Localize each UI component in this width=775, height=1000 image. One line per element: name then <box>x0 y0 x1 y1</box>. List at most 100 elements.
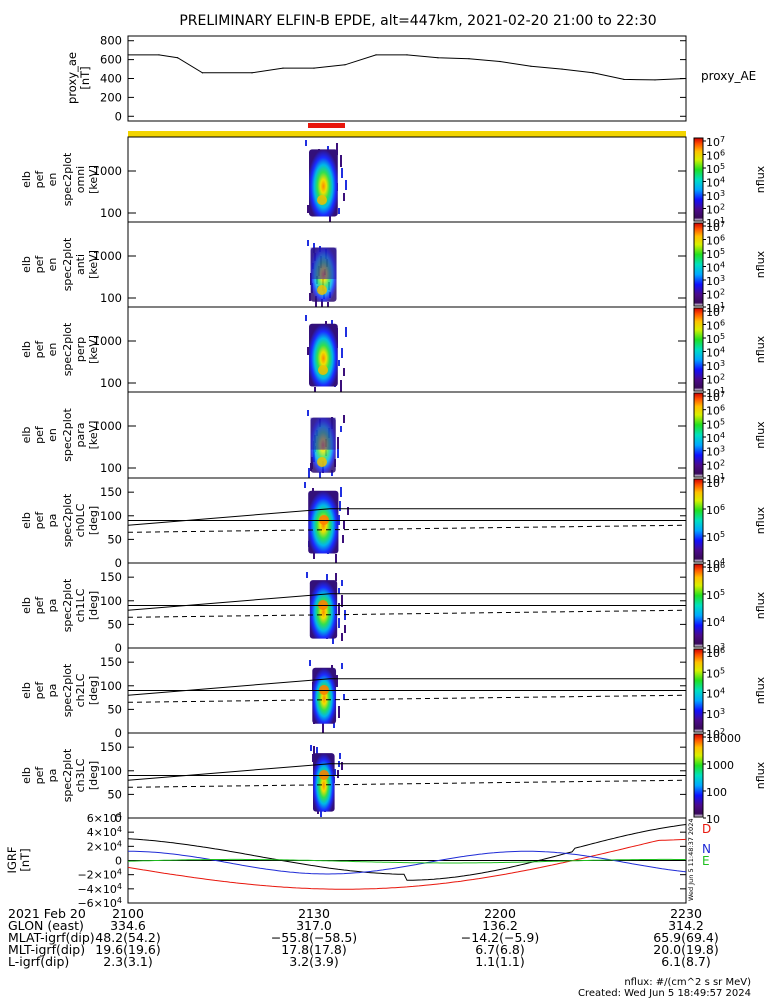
igrf-tick-label: 0 <box>115 855 122 868</box>
colorbar-tick-label: 105 <box>706 588 725 602</box>
spectrogram-flux-region <box>313 753 335 812</box>
spectrogram-faint-region <box>310 417 336 450</box>
spectrogram-peak <box>317 285 327 295</box>
spectrogram-pixel <box>338 208 340 214</box>
colorbar-tick-label: 10 <box>706 813 720 826</box>
spectrogram-pixel <box>345 327 347 337</box>
igrf-tick-label: −4×104 <box>77 882 122 896</box>
spectrogram-pixel <box>338 618 340 628</box>
colorbar-tick-label: 105 <box>706 417 725 431</box>
colorbar: 10000 1000 100 10 nflux <box>693 732 767 826</box>
panel-ylabel-line: spec2plot <box>61 152 74 206</box>
tick-label: 50 <box>107 532 122 546</box>
colorbar-tick-label: 103 <box>706 359 725 373</box>
spectrogram-pixel <box>343 521 345 529</box>
panel-ylabel-line: en <box>46 428 59 442</box>
igrf-legend-d: D <box>702 822 711 836</box>
footer-value: 6.1(8.7) <box>661 954 711 969</box>
footer-date: 2021 Feb 20 <box>8 906 86 921</box>
igrf-legend-n: N <box>702 842 711 856</box>
panel-ylabel-line: elb <box>20 767 33 784</box>
footer-value: 1.1(1.1) <box>475 954 525 969</box>
loss-cone-line <box>127 678 331 696</box>
panel-frame <box>127 391 687 479</box>
footer-row-date: 2021 Feb 20 2100 2130 2200 2230 <box>0 906 775 921</box>
colorbar-label: nflux <box>754 591 767 619</box>
spectrogram-pixel <box>307 240 309 246</box>
spectrogram-peak <box>317 457 327 467</box>
panel-ylabel-line: anti <box>74 254 87 275</box>
colorbar-tick-label: 103 <box>706 189 725 203</box>
colorbar-tick-label: 103 <box>706 274 725 288</box>
panel-ylabel-line: spec2plot <box>61 322 74 376</box>
spectrogram-pixel <box>337 448 339 458</box>
panel-ylabel: elb pef en spec2plot perp [keV] <box>20 322 100 376</box>
tick-label: 100 <box>100 206 122 220</box>
igrf-tick-label: −2×104 <box>77 868 122 882</box>
spectrogram-pixel <box>338 360 340 366</box>
spectrogram-pixel <box>307 347 309 355</box>
panel-ylabel: elb pef en spec2plot omni [keV] <box>20 152 100 206</box>
colorbar-tick-label: 104 <box>706 615 725 629</box>
spectrogram-pixel <box>345 180 347 190</box>
spectrogram-pixel <box>340 487 342 497</box>
colorbar-label: nflux <box>754 165 767 193</box>
colorbar-tick-label: 107 <box>706 305 725 319</box>
colorbar-tick-label: 105 <box>706 332 725 346</box>
tick-label: 100 <box>100 376 122 390</box>
colorbar-tick-label: 104 <box>706 557 725 571</box>
panel-ylabel-line: pef <box>33 511 46 530</box>
spectrogram-data <box>310 745 343 817</box>
spectrogram-peak <box>317 195 327 205</box>
colorbar: 106 105 104 103 102 nflux <box>693 646 767 741</box>
igrf-tick-label: 4×104 <box>87 825 122 839</box>
colorbar-tick-label: 106 <box>706 234 725 248</box>
spectrogram-faint-region <box>310 247 337 280</box>
tick-label: 100 <box>100 594 122 608</box>
spectrogram-pixel <box>339 501 341 511</box>
colorbar-tick-label: 102 <box>706 203 725 217</box>
panel-ylabel-line: elb <box>20 341 33 358</box>
time-tick: 2230 <box>670 906 702 921</box>
colorbar-tick-label: 101 <box>706 216 725 230</box>
spectrogram-pixel <box>326 574 328 584</box>
colorbar-tick-label: 104 <box>706 346 725 360</box>
footer-value: −55.8(−58.5) <box>270 930 358 945</box>
spectrogram-pixel <box>340 426 342 432</box>
colorbar-tick-label: 107 <box>706 390 725 404</box>
colorbar-tick-label: 102 <box>706 373 725 387</box>
spectrogram-pixel <box>343 694 345 700</box>
spectrogram-pixel <box>347 507 349 515</box>
spectrogram-pixel <box>342 535 344 543</box>
spectrogram-pixel <box>315 296 317 308</box>
series-d <box>127 838 687 890</box>
spectrogram-data <box>305 315 347 399</box>
spectrogram-pixel <box>305 315 307 321</box>
panel-frame <box>127 306 687 393</box>
spectrogram-pixel <box>309 660 311 666</box>
spectrogram-pixel <box>340 155 342 167</box>
spectrogram-pixel <box>341 595 343 607</box>
tick-label: 100 <box>100 509 122 523</box>
footer-row-l: L-igrf(dip) 2.3(3.1) 3.2(3.9) 1.1(1.1) 6… <box>0 954 775 969</box>
ae-frame <box>127 35 687 122</box>
spectrogram-pixel <box>313 746 315 754</box>
colorbar-tick-label: 101 <box>706 301 725 315</box>
spectrogram-pixel <box>335 573 337 581</box>
colorbar-label: nflux <box>754 421 767 449</box>
spectrogram-pixel <box>316 747 318 757</box>
footer-row-glon: GLON (east) 334.6 317.0 136.2 314.2 <box>0 919 775 932</box>
panel-ylabel-line: pef <box>33 681 46 700</box>
panel-ylabel-line: para <box>74 423 87 448</box>
ae-legend: proxy_AE <box>701 69 756 83</box>
panel-ylabel-line: en <box>46 258 59 272</box>
panel-ylabel-line: elb <box>20 682 33 699</box>
colorbar-tick-label: 103 <box>706 445 725 459</box>
